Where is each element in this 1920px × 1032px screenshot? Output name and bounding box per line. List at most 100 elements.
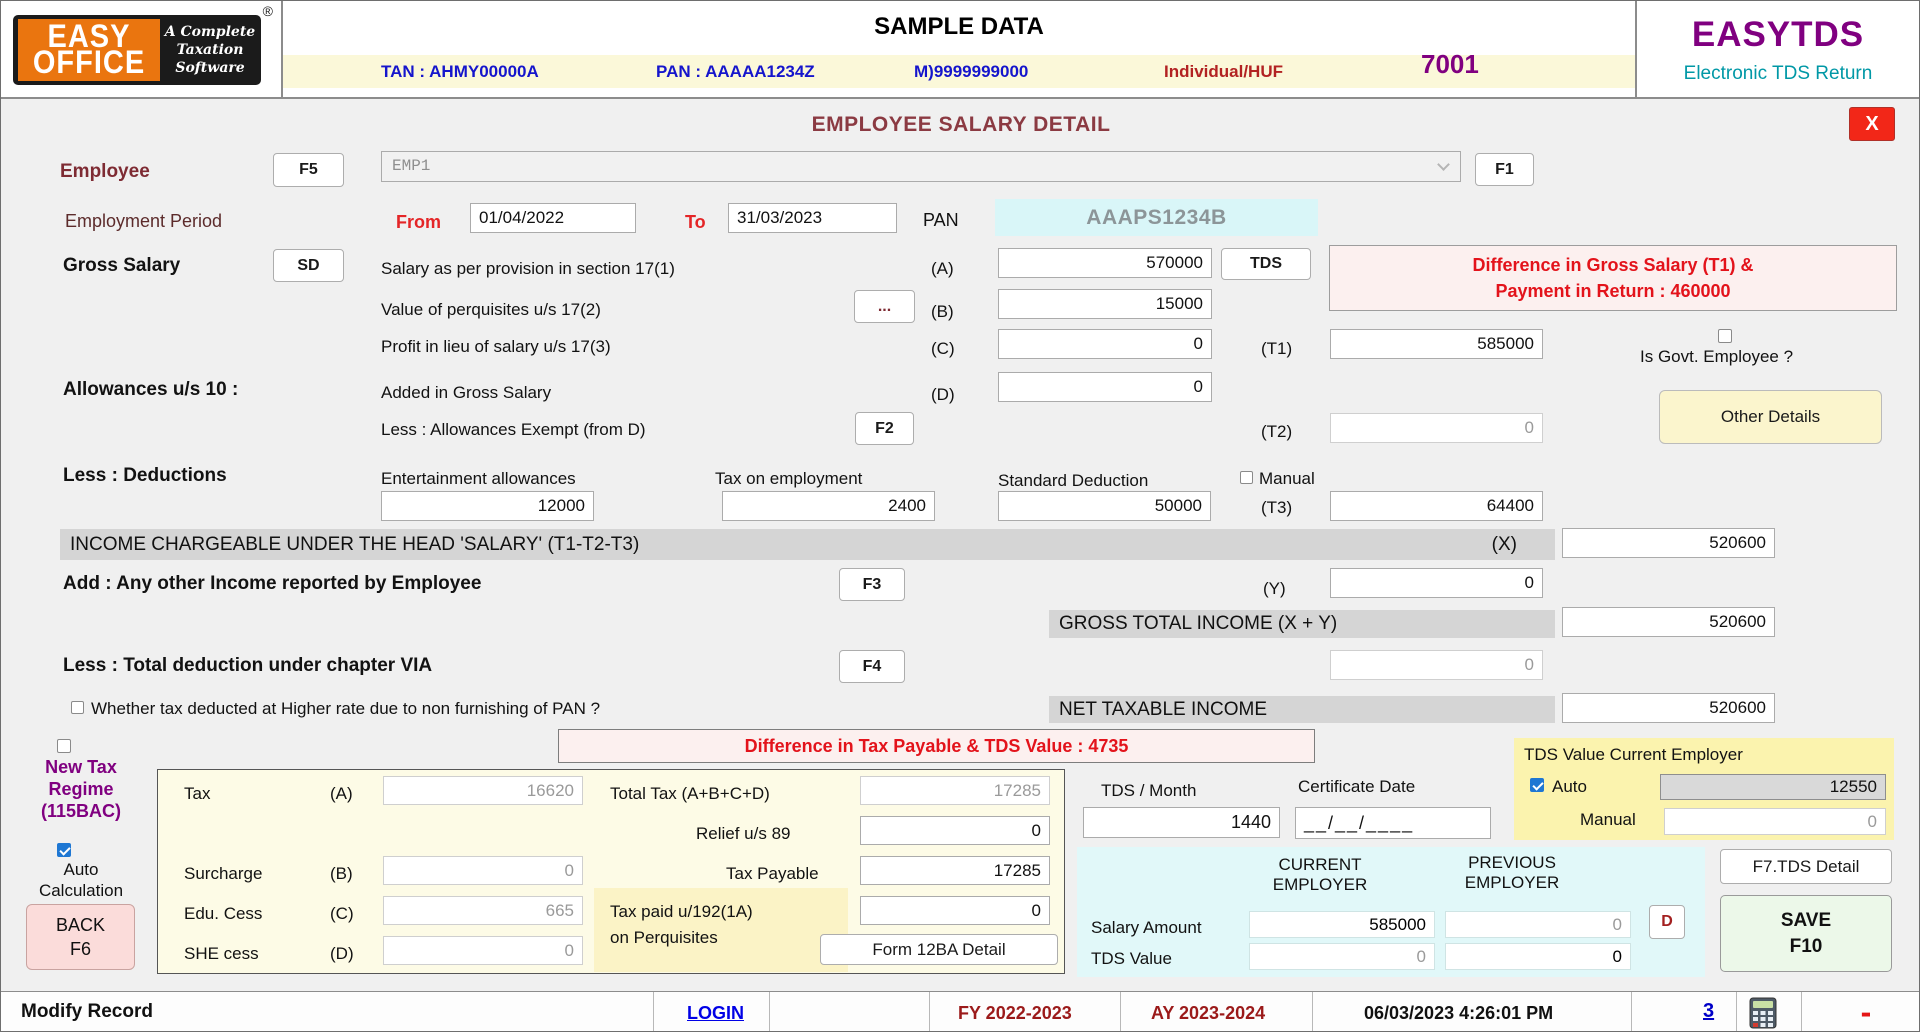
tan-label: TAN : AHMY00000A <box>381 62 539 82</box>
status-divider <box>1120 992 1121 1032</box>
standard-deduction-input[interactable]: 50000 <box>998 491 1211 521</box>
certificate-date-input[interactable]: __/__/____ <box>1295 807 1491 839</box>
tag-c: (C) <box>931 339 955 359</box>
employer-comparison-box: CURRENT EMPLOYER PREVIOUS EMPLOYER Salar… <box>1077 847 1705 977</box>
login-link[interactable]: LOGIN <box>687 1003 744 1024</box>
tax-payable-input[interactable]: 17285 <box>860 856 1050 885</box>
tds-auto-label: Auto <box>1552 777 1587 797</box>
tag-x: (X) <box>1492 534 1517 556</box>
gross-salary-label: Gross Salary <box>63 255 180 277</box>
f2-button[interactable]: F2 <box>855 412 914 445</box>
perquisites-more-button[interactable]: ... <box>854 290 915 323</box>
f5-button[interactable]: F5 <box>273 153 344 187</box>
edu-cess-label: Edu. Cess <box>184 904 262 924</box>
t3-total-input[interactable]: 64400 <box>1330 491 1543 521</box>
page-title: EMPLOYEE SALARY DETAIL <box>1 113 1920 137</box>
govt-employee-checkbox[interactable] <box>1718 329 1732 343</box>
tds-value-box-title: TDS Value Current Employer <box>1524 745 1743 765</box>
salary-previous-value: 0 <box>1445 911 1631 938</box>
employee-label: Employee <box>60 161 150 183</box>
f1-button[interactable]: F1 <box>1475 153 1534 186</box>
other-income-input[interactable]: 0 <box>1330 568 1543 598</box>
income-chargeable-value: 520600 <box>1562 528 1775 558</box>
to-date-input[interactable]: 31/03/2023 <box>728 203 897 233</box>
back-button[interactable]: BACK F6 <box>26 904 135 970</box>
tds-button[interactable]: TDS <box>1221 248 1311 280</box>
d-button[interactable]: D <box>1649 905 1685 939</box>
status-divider <box>1801 992 1802 1032</box>
gross-total-income-bar: GROSS TOTAL INCOME (X + Y) <box>1049 610 1555 638</box>
status-divider <box>1631 992 1632 1032</box>
manual-label: Manual <box>1259 469 1315 489</box>
profit-lieu-label: Profit in lieu of salary u/s 17(3) <box>381 337 611 357</box>
tag-b: (B) <box>931 302 954 322</box>
tag-t3: (T3) <box>1261 498 1292 518</box>
status-divider <box>769 992 770 1032</box>
tds-manual-input[interactable]: 0 <box>1664 808 1886 835</box>
perquisites-input[interactable]: 15000 <box>998 289 1212 319</box>
tax-employment-input[interactable]: 2400 <box>722 491 935 521</box>
certificate-date-label: Certificate Date <box>1298 777 1415 797</box>
deductions-label: Less : Deductions <box>63 465 227 487</box>
f7-tds-detail-button[interactable]: F7.TDS Detail <box>1720 849 1892 884</box>
auto-calculation-checkbox[interactable] <box>57 843 71 857</box>
record-count[interactable]: 3 <box>1703 1000 1714 1023</box>
status-bar: Modify Record LOGIN FY 2022-2023 AY 2023… <box>1 991 1919 1032</box>
t1-total-input[interactable]: 585000 <box>1330 329 1543 359</box>
f3-button[interactable]: F3 <box>839 568 905 601</box>
t2-exempt-input: 0 <box>1330 413 1543 443</box>
surcharge-input: 0 <box>383 856 583 885</box>
record-mode-label: Modify Record <box>21 1001 153 1023</box>
easytds-subtitle: Electronic TDS Return <box>1637 63 1919 85</box>
edu-cess-tag: (C) <box>330 904 354 924</box>
logo-tagline: A Complete Taxation Software <box>163 23 257 77</box>
sample-data-title: SAMPLE DATA <box>283 13 1635 41</box>
standard-deduction-label: Standard Deduction <box>998 471 1148 491</box>
financial-year-label: FY 2022-2023 <box>958 1003 1072 1024</box>
other-details-button[interactable]: Other Details <box>1659 390 1882 444</box>
she-cess-tag: (D) <box>330 944 354 964</box>
total-tax-input: 17285 <box>860 776 1050 805</box>
govt-employee-label: Is Govt. Employee ? <box>1640 347 1793 367</box>
higher-rate-checkbox[interactable] <box>71 701 84 714</box>
status-divider <box>1312 992 1313 1032</box>
added-gross-label: Added in Gross Salary <box>381 383 551 403</box>
f4-button[interactable]: F4 <box>839 650 905 683</box>
salary-17-1-input[interactable]: 570000 <box>998 248 1212 278</box>
allowances-label: Allowances u/s 10 : <box>63 379 238 401</box>
save-button[interactable]: SAVE F10 <box>1720 895 1892 972</box>
tds-value-label: TDS Value <box>1091 949 1172 969</box>
tds-month-label: TDS / Month <box>1101 781 1196 801</box>
added-gross-input[interactable]: 0 <box>998 372 1212 402</box>
net-taxable-income-value: 520600 <box>1562 693 1775 723</box>
allowances-exempt-label: Less : Allowances Exempt (from D) <box>381 420 646 440</box>
tax-computation-panel: Tax (A) 16620 Total Tax (A+B+C+D) 17285 … <box>157 769 1065 974</box>
employee-pan-label: PAN <box>923 210 959 231</box>
tag-d: (D) <box>931 385 955 405</box>
tds-previous-value: 0 <box>1445 943 1631 970</box>
to-label: To <box>685 212 706 233</box>
perquisites-label: Value of perquisites u/s 17(2) <box>381 300 601 320</box>
perquisites-tax-input[interactable]: 0 <box>860 896 1050 925</box>
calculator-icon[interactable] <box>1749 997 1777 1032</box>
tds-current-value: 0 <box>1249 943 1435 970</box>
perquisites-tax-label-1: Tax paid u/192(1A) <box>610 902 753 922</box>
tds-month-input[interactable]: 1440 <box>1083 807 1280 838</box>
manual-checkbox[interactable] <box>1240 471 1253 484</box>
close-button[interactable]: X <box>1849 107 1895 141</box>
employee-dropdown[interactable]: EMP1 <box>381 151 1461 182</box>
she-cess-label: SHE cess <box>184 944 259 964</box>
employment-period-label: Employment Period <box>65 211 222 232</box>
profit-lieu-input[interactable]: 0 <box>998 329 1212 359</box>
entertainment-input[interactable]: 12000 <box>381 491 594 521</box>
from-date-input[interactable]: 01/04/2022 <box>470 203 636 233</box>
mobile-label: M)9999999000 <box>914 62 1028 82</box>
employee-value: EMP1 <box>382 152 1460 181</box>
tax-diff-alert: Difference in Tax Payable & TDS Value : … <box>558 729 1315 763</box>
form-12ba-button[interactable]: Form 12BA Detail <box>820 934 1058 965</box>
sd-button[interactable]: SD <box>273 249 344 282</box>
relief-input[interactable]: 0 <box>860 816 1050 845</box>
salary-17-1-label: Salary as per provision in section 17(1) <box>381 259 675 279</box>
tds-auto-checkbox[interactable] <box>1530 778 1544 792</box>
new-tax-regime-checkbox[interactable] <box>57 739 71 753</box>
